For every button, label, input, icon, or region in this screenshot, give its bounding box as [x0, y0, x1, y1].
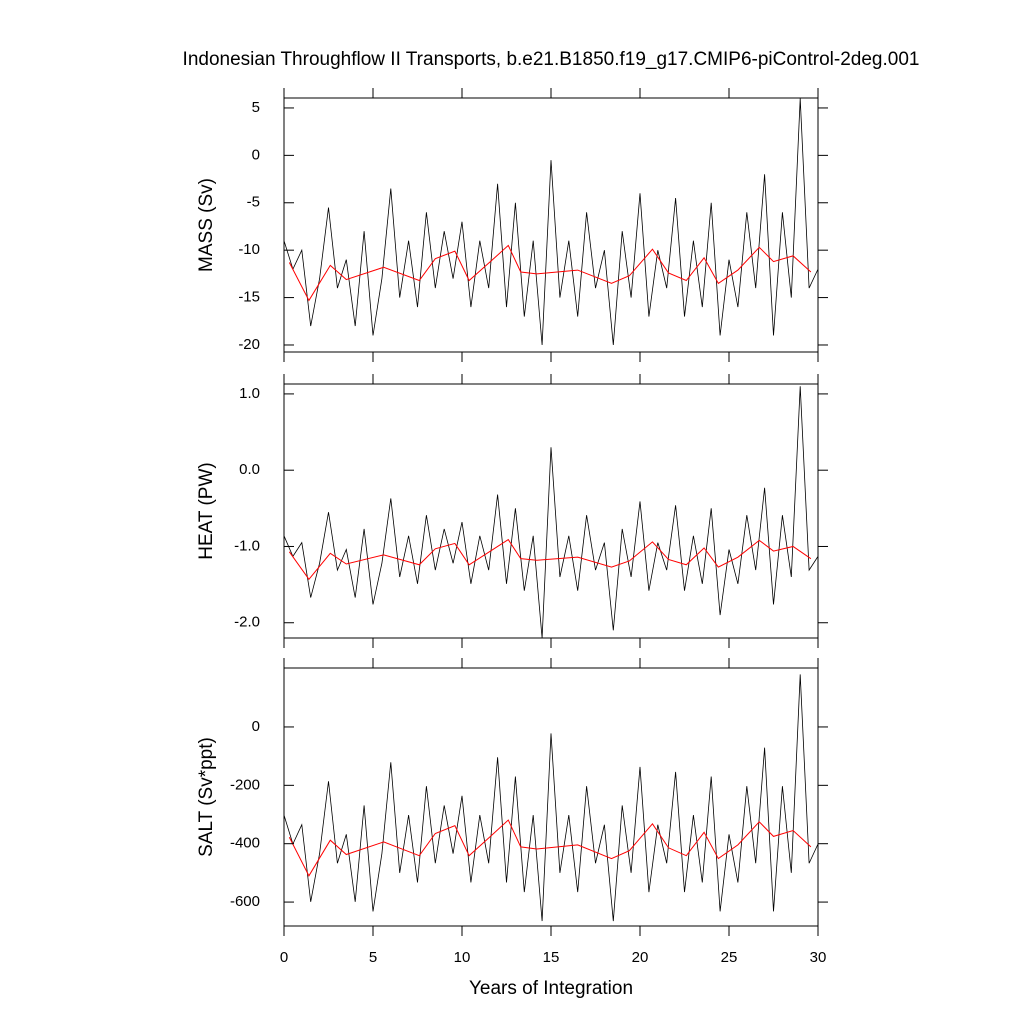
plot-frame [283, 667, 819, 927]
y-tick-label: -15 [238, 289, 260, 306]
data-line [288, 819, 812, 877]
y-axis-label: HEAT (PW) [196, 462, 217, 559]
y-tick-label: 1.0 [239, 385, 260, 402]
y-tick-label: 0 [252, 146, 260, 163]
data-line [283, 674, 819, 922]
y-tick-label: -5 [247, 194, 260, 211]
y-tick-label: -200 [230, 776, 260, 793]
x-tick-label: 10 [454, 949, 471, 966]
data-line [288, 244, 812, 302]
y-tick-label: -400 [230, 835, 260, 852]
x-tick-label: 15 [543, 949, 560, 966]
y-tick-label: -10 [238, 241, 260, 258]
y-tick-label: 0 [252, 718, 260, 735]
y-axis-label: MASS (Sv) [196, 178, 217, 272]
x-axis-label: Years of Integration [469, 978, 633, 999]
x-tick-label: 5 [369, 949, 377, 966]
data-line [283, 386, 819, 639]
x-tick-label: 25 [721, 949, 738, 966]
y-tick-label: -20 [238, 336, 260, 353]
y-tick-label: -2.0 [234, 614, 260, 631]
x-tick-label: 0 [280, 949, 288, 966]
plot-frame [283, 383, 819, 639]
x-tick-label: 20 [632, 949, 649, 966]
data-line [283, 98, 819, 346]
y-tick-label: 0.0 [239, 461, 260, 478]
y-axis-label: SALT (Sv*ppt) [196, 737, 217, 857]
y-tick-label: -600 [230, 893, 260, 910]
x-tick-label: 30 [810, 949, 827, 966]
chart-title: Indonesian Throughflow II Transports, b.… [183, 49, 920, 70]
y-tick-label: 5 [252, 99, 260, 116]
plot-frame [283, 97, 819, 353]
y-tick-label: -1.0 [234, 537, 260, 554]
data-line [288, 538, 812, 581]
